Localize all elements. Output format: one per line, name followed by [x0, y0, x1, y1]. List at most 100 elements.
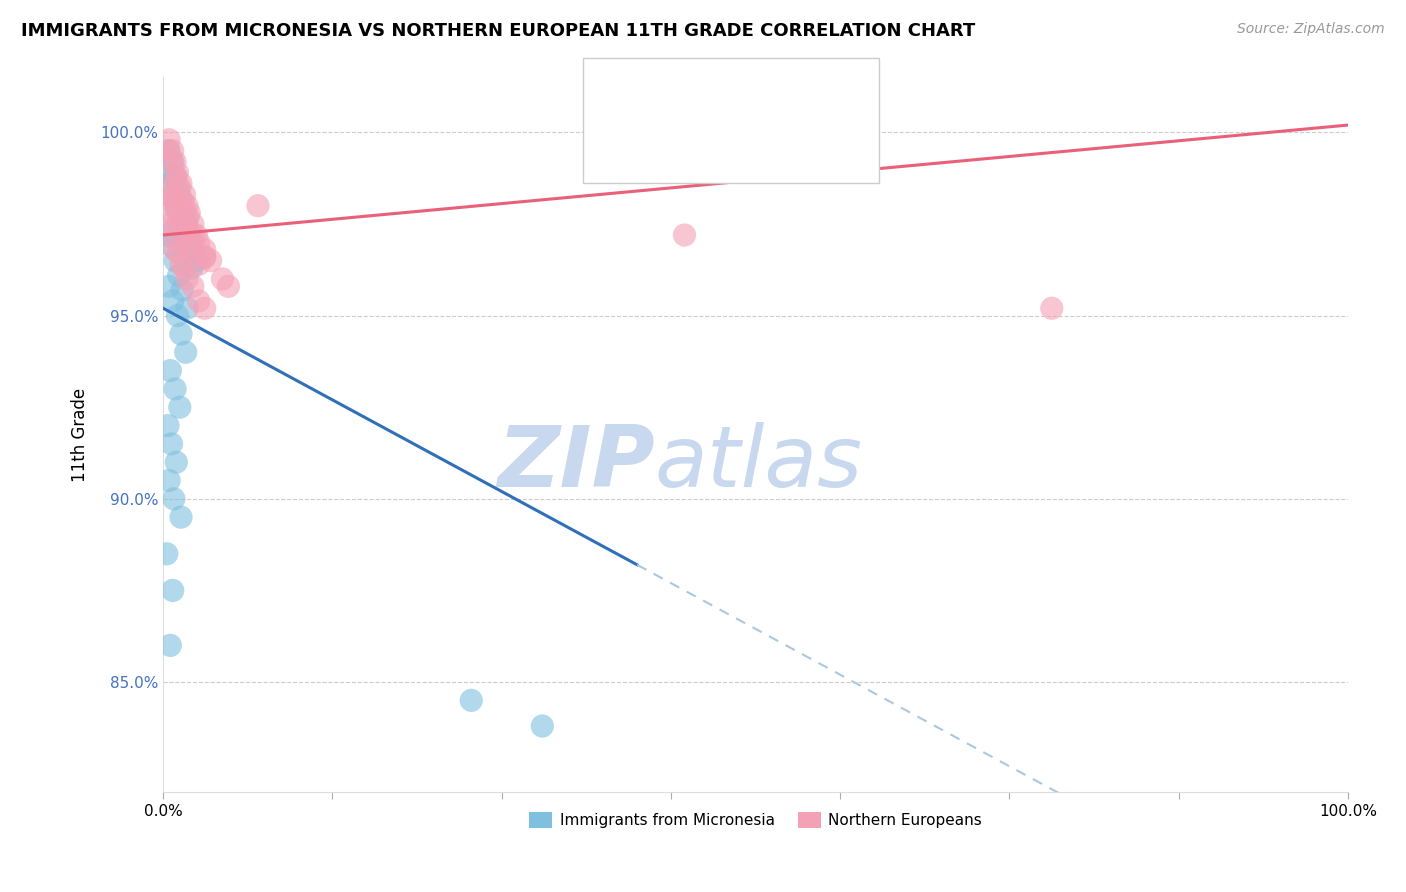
Point	[170, 206, 193, 220]
Point	[177, 210, 200, 224]
Point	[169, 401, 191, 415]
Point	[159, 180, 181, 194]
Point	[166, 199, 188, 213]
Point	[174, 345, 197, 359]
Point	[180, 260, 202, 275]
Point	[162, 154, 184, 169]
Point	[159, 639, 181, 653]
Point	[194, 301, 217, 316]
Point	[173, 217, 195, 231]
Point	[160, 154, 183, 169]
Text: R = -0.219   N = 43: R = -0.219 N = 43	[636, 87, 827, 105]
Point	[181, 235, 204, 250]
Point	[165, 455, 187, 469]
Point	[179, 206, 201, 220]
Point	[176, 239, 198, 253]
Point	[166, 180, 188, 194]
Point	[165, 199, 187, 213]
Point	[165, 154, 187, 169]
Point	[167, 268, 190, 283]
Point	[162, 583, 184, 598]
Point	[159, 177, 181, 191]
Point	[173, 187, 195, 202]
Point	[160, 437, 183, 451]
Point	[169, 217, 191, 231]
Point	[194, 250, 217, 264]
Text: Source: ZipAtlas.com: Source: ZipAtlas.com	[1237, 22, 1385, 37]
Point	[167, 246, 190, 260]
Point	[163, 232, 186, 246]
Point	[160, 239, 183, 253]
Text: IMMIGRANTS FROM MICRONESIA VS NORTHERN EUROPEAN 11TH GRADE CORRELATION CHART: IMMIGRANTS FROM MICRONESIA VS NORTHERN E…	[21, 22, 976, 40]
Point	[165, 202, 187, 217]
Point	[156, 547, 179, 561]
Text: atlas: atlas	[655, 422, 863, 505]
Point	[165, 169, 187, 184]
Point	[165, 220, 187, 235]
Point	[460, 693, 482, 707]
Point	[170, 257, 193, 271]
Point	[165, 243, 187, 257]
Point	[181, 243, 204, 257]
Point	[170, 191, 193, 205]
Point	[172, 194, 194, 209]
Point	[159, 187, 181, 202]
Y-axis label: 11th Grade: 11th Grade	[72, 388, 89, 482]
Point	[156, 418, 179, 433]
Point	[165, 253, 187, 268]
Point	[179, 227, 201, 242]
Point	[211, 272, 233, 286]
Point	[166, 309, 188, 323]
Point	[156, 166, 179, 180]
Point	[176, 272, 198, 286]
Legend: Immigrants from Micronesia, Northern Europeans: Immigrants from Micronesia, Northern Eur…	[523, 806, 988, 834]
Point	[176, 199, 198, 213]
Point	[156, 144, 179, 158]
Point	[173, 206, 195, 220]
Point	[162, 191, 184, 205]
Point	[194, 250, 217, 264]
Point	[181, 217, 204, 231]
Point	[176, 220, 198, 235]
Point	[162, 144, 184, 158]
Point	[163, 491, 186, 506]
Point	[162, 293, 184, 308]
Point	[157, 279, 180, 293]
Point	[157, 217, 180, 231]
Point	[170, 177, 193, 191]
Point	[176, 301, 198, 316]
Point	[246, 199, 269, 213]
Point	[200, 253, 222, 268]
Point	[172, 232, 194, 246]
Point	[159, 363, 181, 377]
Point	[165, 169, 187, 184]
Point	[163, 191, 186, 205]
Point	[157, 474, 180, 488]
Point	[173, 260, 195, 275]
Point	[172, 283, 194, 297]
Point	[177, 246, 200, 260]
Point	[170, 326, 193, 341]
Point	[166, 166, 188, 180]
Point	[170, 510, 193, 524]
Point	[165, 382, 187, 396]
Point	[673, 227, 696, 242]
Point	[187, 235, 209, 250]
Point	[181, 227, 204, 242]
Point	[157, 133, 180, 147]
Point	[1040, 301, 1063, 316]
Point	[157, 206, 180, 220]
Point	[176, 217, 198, 231]
Point	[194, 243, 217, 257]
Point	[187, 257, 209, 271]
Point	[531, 719, 554, 733]
Point	[217, 279, 239, 293]
Point	[176, 227, 198, 242]
Point	[157, 144, 180, 158]
Point	[186, 227, 208, 242]
Point	[170, 213, 193, 227]
Point	[156, 227, 179, 242]
Point	[181, 279, 204, 293]
Point	[169, 180, 191, 194]
Text: ZIP: ZIP	[498, 422, 655, 505]
